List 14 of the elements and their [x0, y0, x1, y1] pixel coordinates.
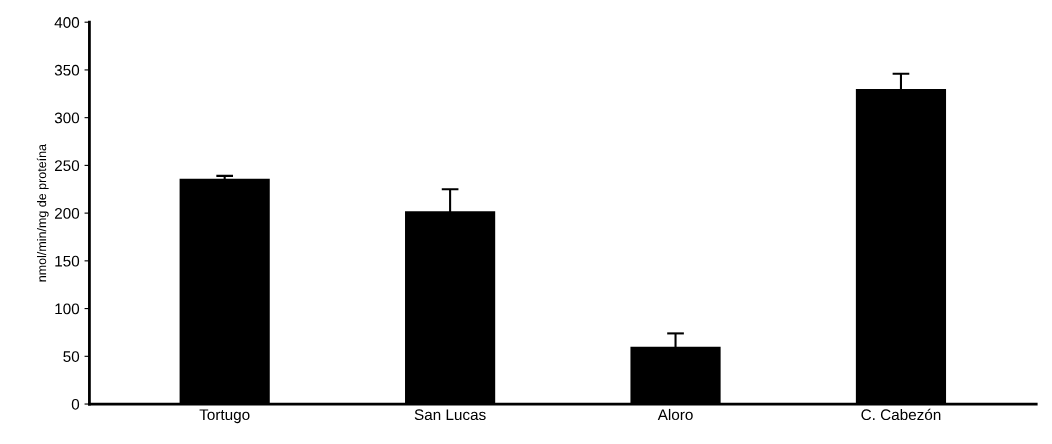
x-tick-label: Tortugo	[199, 409, 250, 424]
y-tick-label: 350	[54, 64, 80, 76]
y-tick-label: 200	[54, 207, 80, 219]
y-axis-title: nmol/min/mg de proteína	[36, 143, 49, 282]
y-tick-label: 250	[54, 160, 80, 172]
y-tick-label: 300	[54, 112, 80, 124]
y-tick-label: 50	[63, 351, 80, 362]
y-tick-label: 150	[55, 255, 80, 267]
y-tick-label: 400	[54, 17, 80, 28]
x-tick-label: Aloro	[657, 408, 693, 421]
y-tick-label: 100	[55, 303, 80, 315]
x-tick-label: C. Cabezón	[861, 408, 941, 421]
x-tick-label: San Lucas	[414, 409, 486, 421]
y-tick-label: 0	[71, 398, 80, 410]
